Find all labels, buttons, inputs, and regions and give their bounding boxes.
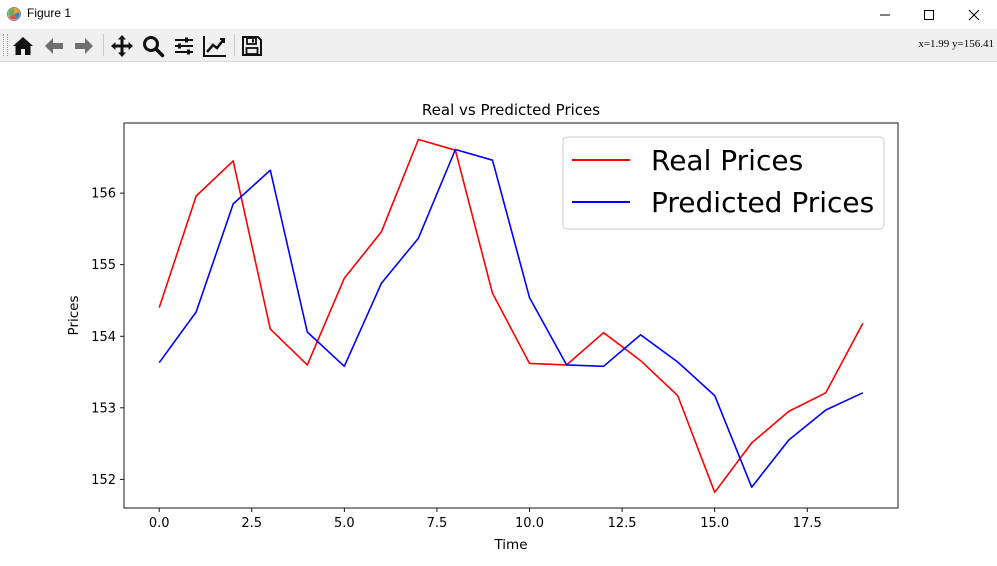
legend-label: Real Prices [651,144,803,177]
legend-label: Predicted Prices [651,186,874,219]
maximize-icon [924,9,934,20]
zoom-icon [143,36,165,58]
subplots-icon [175,37,193,55]
axes-edit-icon [203,36,226,57]
x-tick-label: 0.0 [149,516,170,531]
forward-button[interactable] [70,32,98,60]
save-button[interactable] [238,32,266,60]
close-icon [968,9,980,20]
cursor-coordinates: x=1.99 y=156.41 [918,38,994,50]
close-button[interactable] [951,0,997,29]
y-tick-label: 154 [91,330,116,345]
series-line-real-prices [158,138,864,494]
back-button[interactable] [40,32,68,60]
window-titlebar: Figure 1 [0,0,997,29]
axes-frame [123,122,899,509]
matplotlib-app-icon [7,7,21,21]
zoom-button[interactable] [139,32,167,60]
forward-arrow-icon [75,38,93,54]
x-tick-label: 2.5 [241,516,262,531]
navigation-toolbar: x=1.99 y=156.41 [0,29,997,62]
x-tick-label: 7.5 [427,516,448,531]
x-tick-label: 15.0 [700,516,729,531]
figure-canvas[interactable]: 0.0 2.5 5.0 7.5 10.0 12.5 15.0 17.5 152 153 154 155… [0,62,997,562]
y-tick-label: 155 [91,258,116,273]
legend-box [562,136,885,230]
x-tick-label: 17.5 [793,516,822,531]
window-title: Figure 1 [27,6,72,20]
x-tick-label: 12.5 [608,516,637,531]
home-icon [13,37,33,55]
chart-title: Real vs Predicted Prices [422,101,600,119]
pan-button[interactable] [108,32,136,60]
line-chart[interactable]: 0.0 2.5 5.0 7.5 10.0 12.5 15.0 17.5 152 153 154 155… [0,62,997,562]
home-button[interactable] [9,32,37,60]
y-tick-label: 156 [91,187,116,202]
toolbar-separator [234,34,235,56]
minimize-button[interactable] [862,0,908,29]
x-axis-label: Time [493,537,527,553]
x-tick-label: 5.0 [334,516,355,531]
y-tick-label: 153 [91,401,116,416]
y-tick-label: 152 [91,473,116,488]
maximize-button[interactable] [906,0,952,29]
save-icon [242,36,262,56]
toolbar-grip [3,34,8,56]
minimize-icon [880,14,890,15]
toolbar-separator [103,34,104,56]
back-arrow-icon [45,38,63,54]
edit-axes-button[interactable] [201,32,229,60]
pan-icon [111,35,133,57]
series-line-predicted-prices [158,148,864,489]
y-axis-label: Prices [66,296,82,336]
subplots-button[interactable] [170,32,198,60]
x-tick-label: 10.0 [515,516,544,531]
